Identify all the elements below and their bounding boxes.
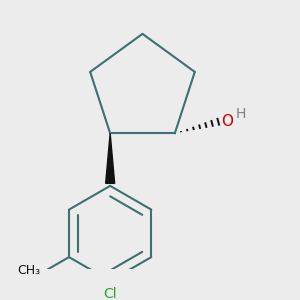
Text: H: H [235, 107, 246, 121]
Text: CH₃: CH₃ [17, 264, 41, 278]
Text: O: O [221, 114, 233, 129]
Polygon shape [106, 134, 115, 183]
Text: Cl: Cl [103, 287, 117, 300]
